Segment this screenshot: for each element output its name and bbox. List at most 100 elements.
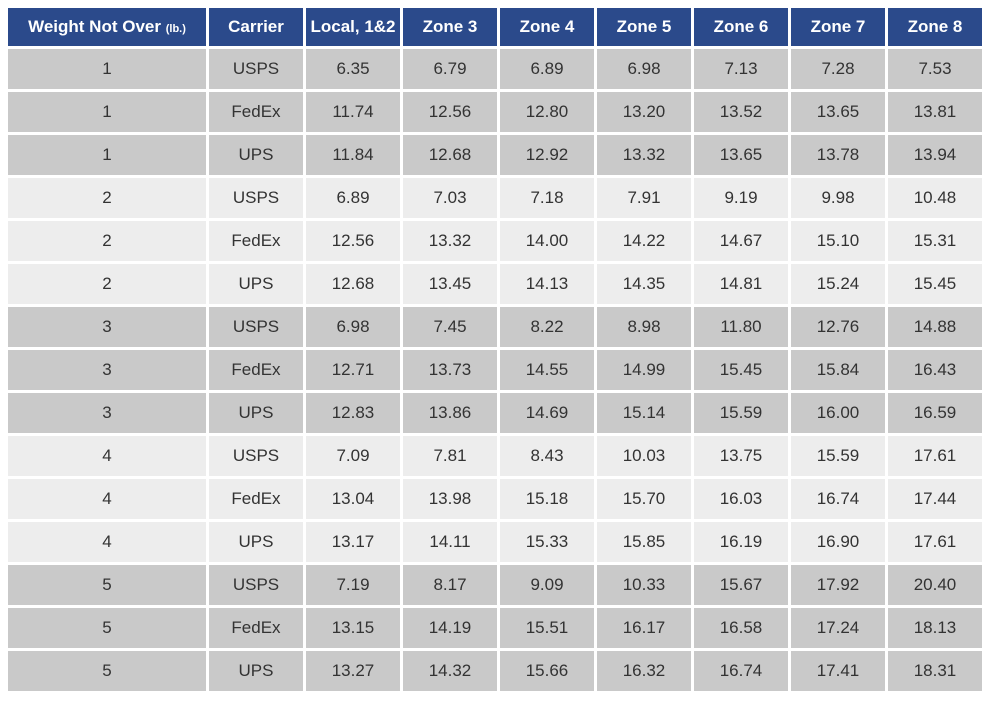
table-cell: 2 [8,221,206,261]
table-cell: 13.65 [694,135,788,175]
table-row: 3 UPS 12.83 13.86 14.69 15.14 15.59 16.00 16.59 [8,393,982,433]
table-row: 1 USPS 6.35 6.79 6.89 6.98 7.13 7.28 7.53 [8,49,982,89]
table-cell: 14.19 [403,608,497,648]
table-cell: 16.19 [694,522,788,562]
table-row: 2 FedEx 12.56 13.32 14.00 14.22 14.67 15.10 15.3… [8,221,982,261]
header-row: Weight Not Over (lb.) Carrier Local, 1&2 Z… [8,8,982,46]
header-cell: Zone 3 [403,8,497,46]
table-cell: 16.03 [694,479,788,519]
header-cell: Zone 5 [597,8,691,46]
table-cell: 6.89 [306,178,400,218]
table-cell: 17.24 [791,608,885,648]
table-cell: 14.00 [500,221,594,261]
table-cell: 15.85 [597,522,691,562]
table-cell: 13.98 [403,479,497,519]
table-cell: 3 [8,393,206,433]
table-cell: 15.10 [791,221,885,261]
table-cell: 8.98 [597,307,691,347]
table-cell: 13.04 [306,479,400,519]
table-cell: 3 [8,307,206,347]
table-row: 1 UPS 11.84 12.68 12.92 13.32 13.65 13.78 13.94 [8,135,982,175]
table-cell: 5 [8,608,206,648]
table-cell: 12.92 [500,135,594,175]
table-cell: 7.03 [403,178,497,218]
table-row: 3 USPS 6.98 7.45 8.22 8.98 11.80 12.76 14.88 [8,307,982,347]
table-cell: 15.45 [888,264,982,304]
header-cell: Weight Not Over (lb.) [8,8,206,46]
table-row: 5 USPS 7.19 8.17 9.09 10.33 15.67 17.92 20.40 [8,565,982,605]
table-cell: 15.59 [791,436,885,476]
header-cell: Zone 7 [791,8,885,46]
table-cell: 13.65 [791,92,885,132]
table-cell: 12.56 [403,92,497,132]
table-row: 2 UPS 12.68 13.45 14.13 14.35 14.81 15.24 15.45 [8,264,982,304]
table-cell: 13.78 [791,135,885,175]
table-cell: 12.80 [500,92,594,132]
table-cell: 14.35 [597,264,691,304]
table-cell: 13.73 [403,350,497,390]
header-cell: Local, 1&2 [306,8,400,46]
table-cell: 6.35 [306,49,400,89]
header-cell: Zone 8 [888,8,982,46]
table-cell: 6.98 [306,307,400,347]
table-cell: USPS [209,307,303,347]
table-cell: 6.79 [403,49,497,89]
table-cell: 13.86 [403,393,497,433]
table-cell: 9.98 [791,178,885,218]
table-cell: 16.74 [694,651,788,691]
table-cell: 7.45 [403,307,497,347]
table-cell: 7.53 [888,49,982,89]
table-cell: 14.99 [597,350,691,390]
table-cell: USPS [209,565,303,605]
table-cell: 13.32 [597,135,691,175]
table-row: 3 FedEx 12.71 13.73 14.55 14.99 15.45 15.84 16.4… [8,350,982,390]
table-cell: UPS [209,264,303,304]
table-cell: 18.31 [888,651,982,691]
table-cell: 8.22 [500,307,594,347]
table-cell: UPS [209,135,303,175]
table-cell: 14.11 [403,522,497,562]
table-cell: 16.43 [888,350,982,390]
table-cell: 3 [8,350,206,390]
table-cell: 16.32 [597,651,691,691]
table-cell: 7.13 [694,49,788,89]
table-cell: 20.40 [888,565,982,605]
table-cell: USPS [209,436,303,476]
table-cell: 9.19 [694,178,788,218]
table-cell: 10.03 [597,436,691,476]
header-cell: Carrier [209,8,303,46]
table-cell: 11.84 [306,135,400,175]
table-body: 1 USPS 6.35 6.79 6.89 6.98 7.13 7.28 7.53 1 FedEx 1… [8,49,982,691]
table-cell: FedEx [209,608,303,648]
table-cell: 14.67 [694,221,788,261]
table-cell: 15.24 [791,264,885,304]
table-cell: 2 [8,264,206,304]
table-cell: 14.13 [500,264,594,304]
table-cell: 7.09 [306,436,400,476]
table-cell: 16.74 [791,479,885,519]
header-cell: Zone 4 [500,8,594,46]
table-cell: 15.31 [888,221,982,261]
table-cell: 7.18 [500,178,594,218]
table-cell: 14.32 [403,651,497,691]
table-cell: 13.45 [403,264,497,304]
table-cell: 4 [8,436,206,476]
table-cell: 15.33 [500,522,594,562]
table-row: 4 UPS 13.17 14.11 15.33 15.85 16.19 16.90 17.61 [8,522,982,562]
table-cell: 13.27 [306,651,400,691]
table-cell: FedEx [209,221,303,261]
table-cell: 18.13 [888,608,982,648]
table-cell: FedEx [209,479,303,519]
table-cell: 1 [8,92,206,132]
table-cell: 2 [8,178,206,218]
table-cell: FedEx [209,350,303,390]
table-cell: 10.48 [888,178,982,218]
table-cell: 12.56 [306,221,400,261]
table-cell: 15.67 [694,565,788,605]
table-cell: 13.20 [597,92,691,132]
table-cell: 8.17 [403,565,497,605]
table-cell: USPS [209,178,303,218]
table-cell: 12.71 [306,350,400,390]
table-cell: 15.66 [500,651,594,691]
table-cell: 1 [8,49,206,89]
